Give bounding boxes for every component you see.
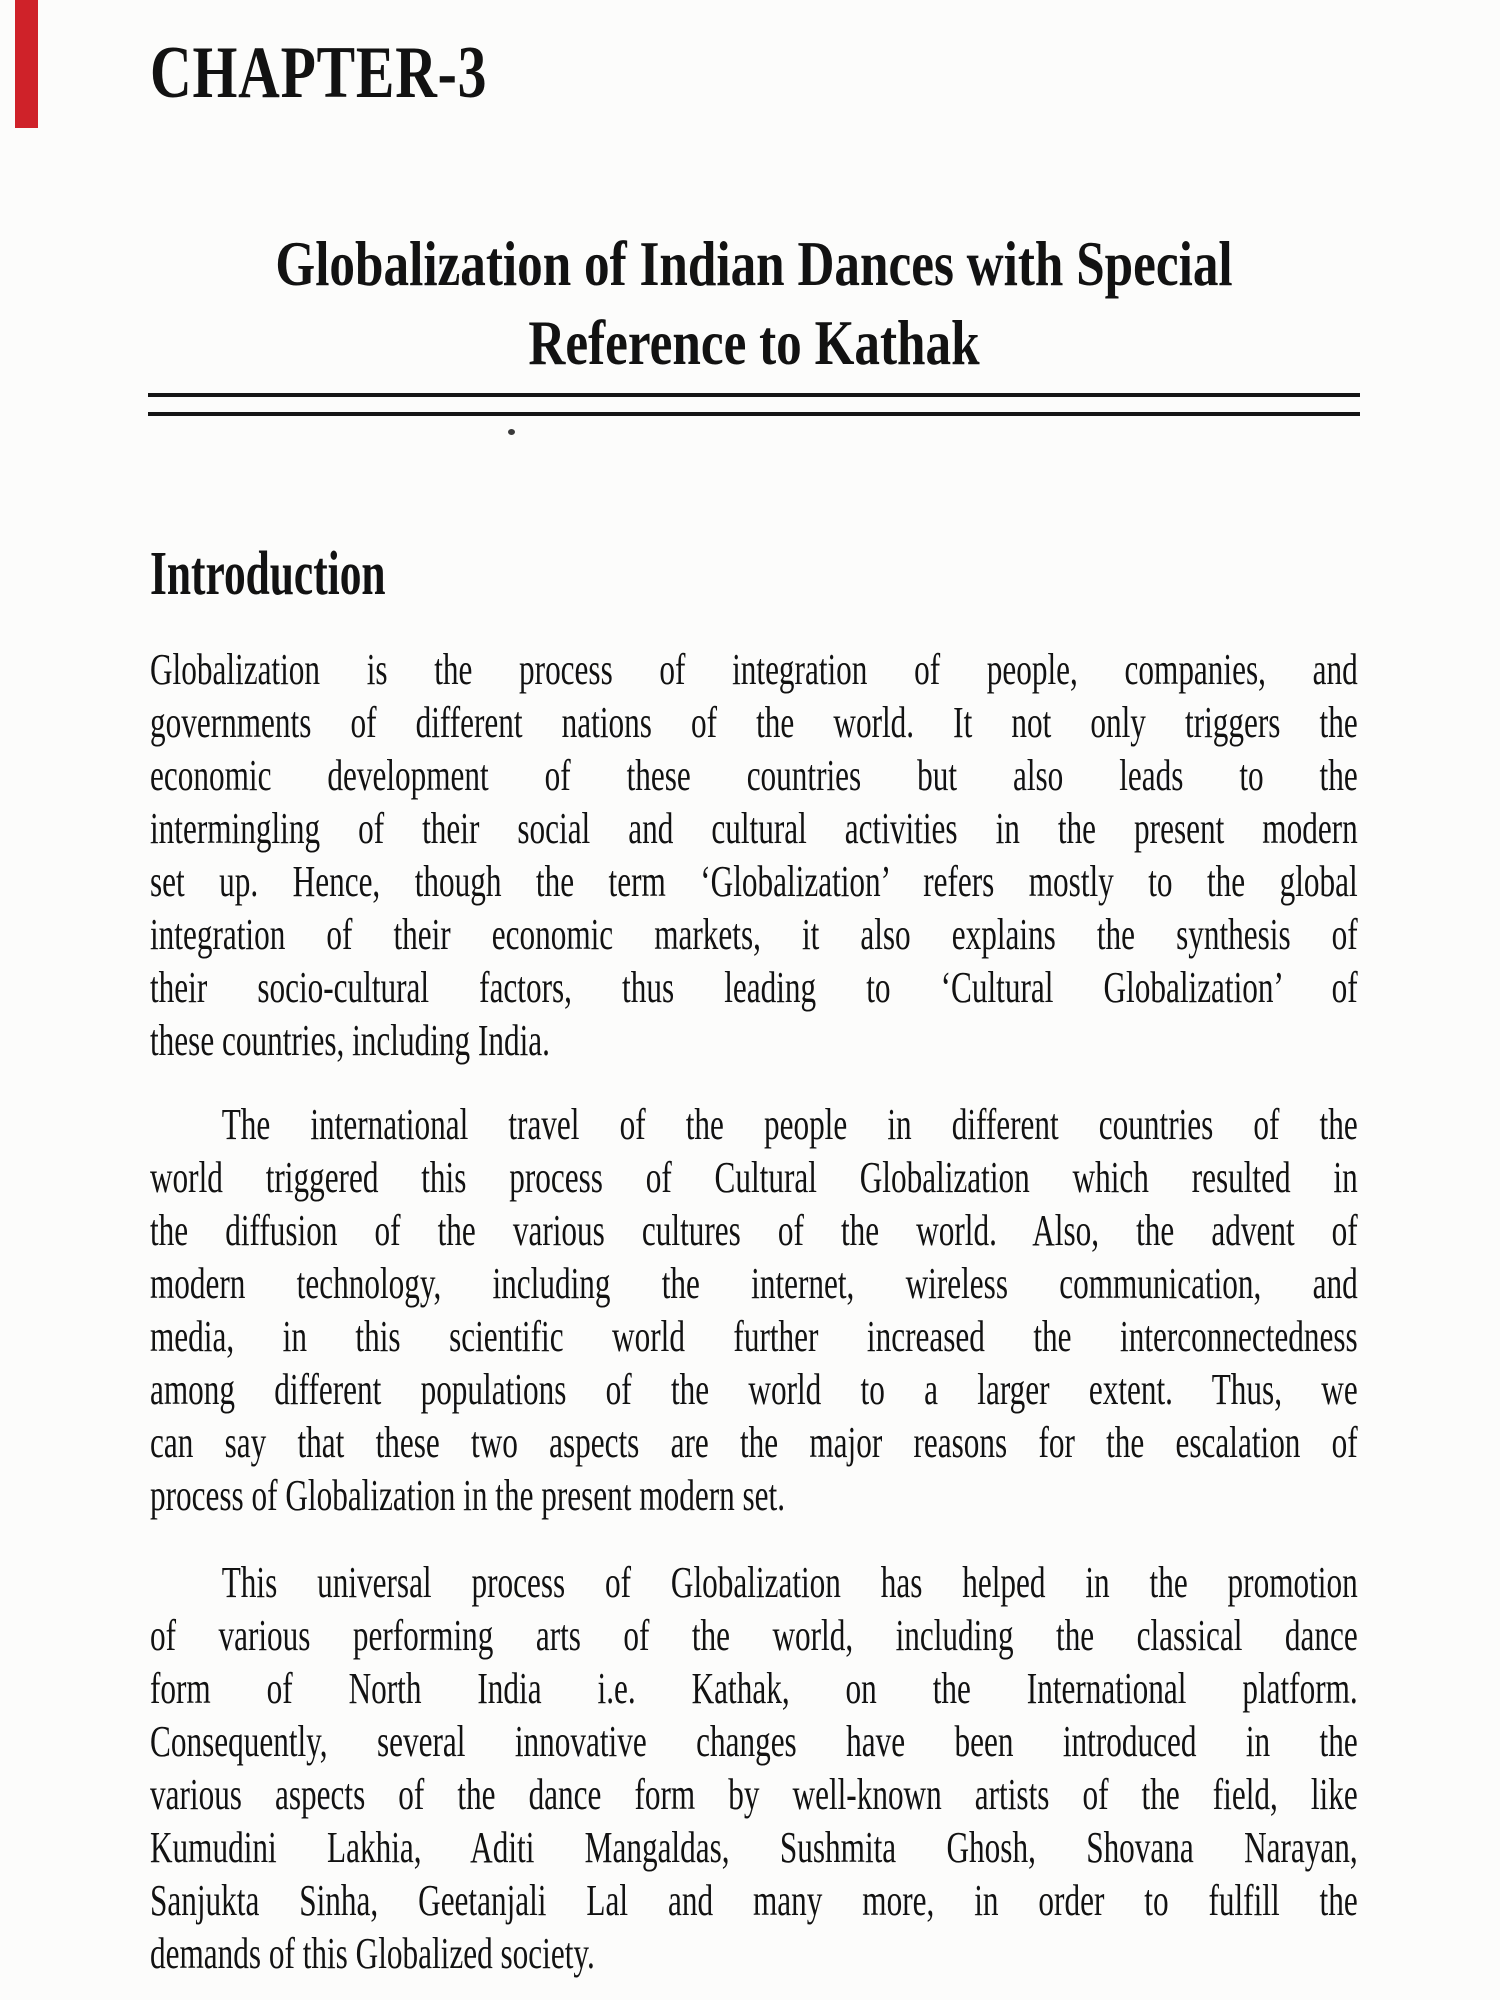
body-text-line: Globalization is the process of integrat… bbox=[150, 645, 1358, 694]
body-text-line: economic development of these countries … bbox=[150, 751, 1358, 800]
body-text-line: world triggered this process of Cultural… bbox=[150, 1153, 1358, 1202]
body-text-line: integration of their economic markets, i… bbox=[150, 910, 1358, 959]
paragraph: This universal process of Globalization … bbox=[150, 1556, 1358, 1980]
body-text-line: governments of different nations of the … bbox=[150, 698, 1358, 747]
body-text-line: This universal process of Globalization … bbox=[221, 1558, 1358, 1607]
double-rule-bottom bbox=[148, 412, 1360, 416]
body-text-line: of various performing arts of the world,… bbox=[150, 1611, 1358, 1660]
body-text-line: their socio-cultural factors, thus leadi… bbox=[150, 963, 1358, 1012]
body-text-line: various aspects of the dance form by wel… bbox=[150, 1770, 1358, 1819]
section-heading-introduction: Introduction bbox=[150, 540, 386, 608]
body-text-line: intermingling of their social and cultur… bbox=[150, 804, 1358, 853]
body-text-line: The international travel of the people i… bbox=[221, 1100, 1358, 1149]
paragraph: The international travel of the people i… bbox=[150, 1098, 1358, 1522]
body-text-line: Sanjukta Sinha, Geetanjali Lal and many … bbox=[150, 1876, 1358, 1925]
double-rule-top bbox=[148, 393, 1360, 397]
body-text-line: demands of this Globalized society. bbox=[150, 1929, 595, 1978]
chapter-heading: CHAPTER-3 bbox=[150, 32, 488, 114]
page-title-line-2: Reference to Kathak bbox=[528, 307, 980, 378]
body-text-line: Consequently, several innovative changes… bbox=[150, 1717, 1358, 1766]
body-text-line: the diffusion of the various cultures of… bbox=[150, 1206, 1358, 1255]
page-title: Globalization of Indian Dances with Spec… bbox=[150, 224, 1358, 384]
body-text-line: form of North India i.e. Kathak, on the … bbox=[150, 1664, 1358, 1713]
paragraph: Globalization is the process of integrat… bbox=[150, 643, 1358, 1067]
body-text-line: can say that these two aspects are the m… bbox=[150, 1418, 1358, 1467]
body-text-line: these countries, including India. bbox=[150, 1016, 550, 1065]
ink-dot bbox=[508, 429, 515, 435]
body-text-line: among different populations of the world… bbox=[150, 1365, 1358, 1414]
body-text-line: Kumudini Lakhia, Aditi Mangaldas, Sushmi… bbox=[150, 1823, 1358, 1872]
body-text-line: set up. Hence, though the term ‘Globaliz… bbox=[150, 857, 1358, 906]
red-margin-mark bbox=[15, 0, 38, 128]
body-text-line: process of Globalization in the present … bbox=[150, 1471, 786, 1520]
page-title-line-1: Globalization of Indian Dances with Spec… bbox=[275, 228, 1233, 299]
body-text-line: media, in this scientific world further … bbox=[150, 1312, 1358, 1361]
body-text-line: modern technology, including the interne… bbox=[150, 1259, 1358, 1308]
